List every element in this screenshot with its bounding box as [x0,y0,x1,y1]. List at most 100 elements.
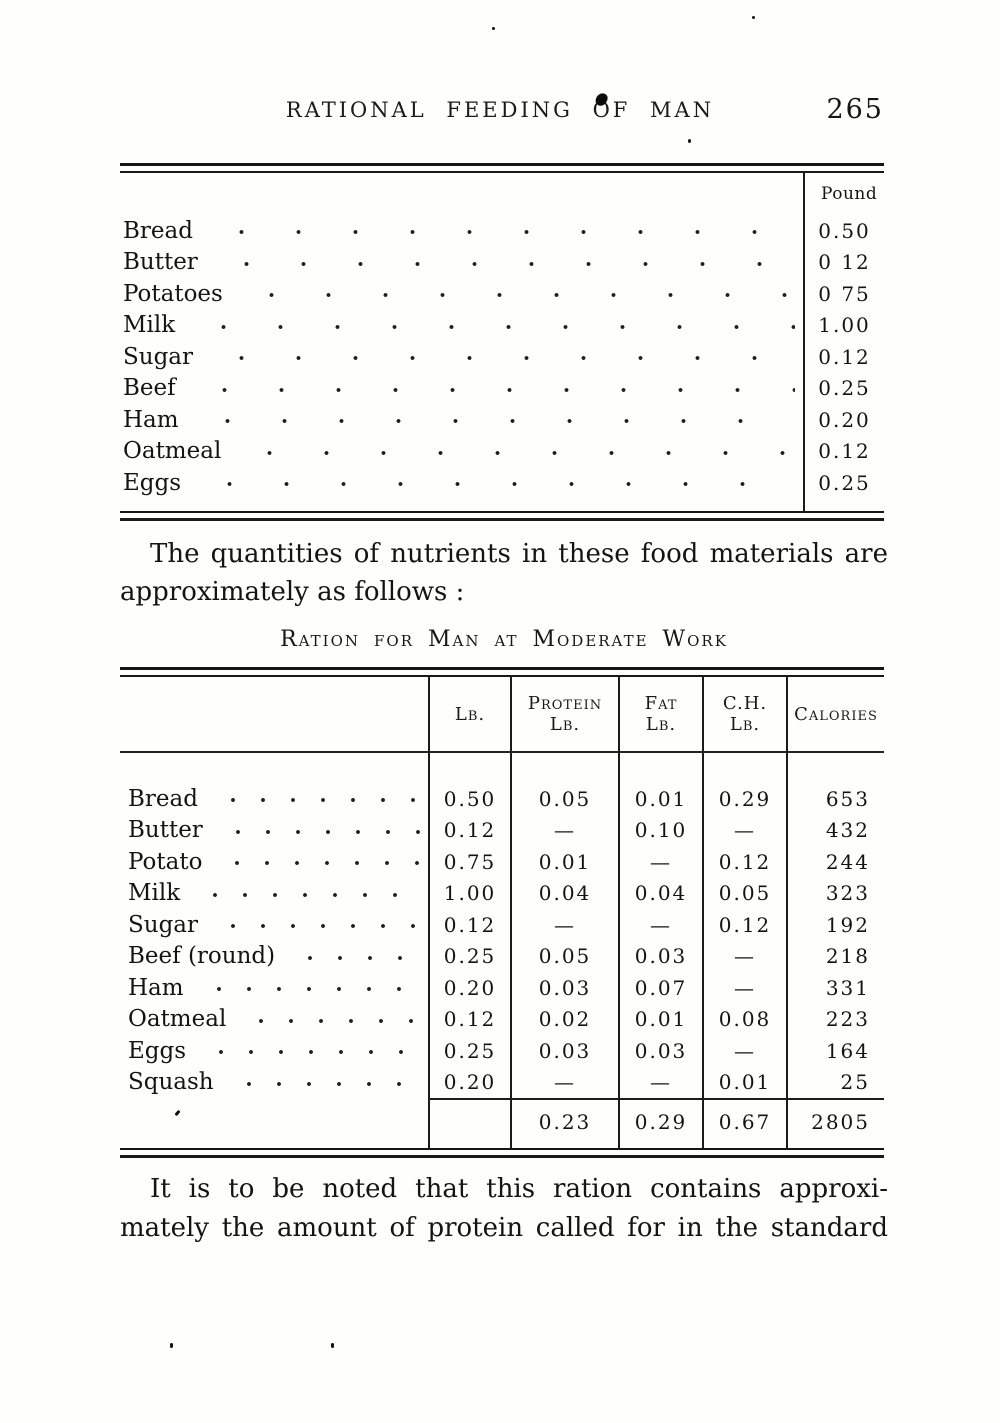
protein-value: 0.02 [510,1003,618,1035]
food-label-cell: Potatoes [120,278,805,310]
lb-value: 0.12 [428,1003,510,1035]
spacer-cell [428,753,510,783]
food-label: Sugar [123,343,193,370]
table-row: Beef (round) 0.25 0.05 0.03—218 [120,940,884,972]
food-label-cell: Squash [120,1066,428,1098]
food-label: Ham [123,406,179,433]
food-label-cell: Bread [120,783,428,815]
calories-value: 331 [786,972,884,1004]
food-label-cell: Milk [120,877,428,909]
protein-value: — [510,1066,618,1098]
spacer-cell [510,1144,618,1148]
pound-value: 0.12 [818,344,871,369]
food-label: Oatmeal [123,438,222,465]
table-row: Beef 0.25 [120,372,884,404]
column-header-line: Lb. [645,714,677,735]
ch-value: 0.12 [702,846,786,878]
pound-table-body: Bread 0.50 Butter 0 12 Potatoes 0 75 Milk 1.00 S… [120,215,884,499]
column-header: C.H. Lb. [702,677,786,753]
food-label: Butter [123,249,198,276]
table-top-rule [120,667,884,677]
ration-table: Lb. Protein Lb. Fat Lb. C.H. Lb. Calories Bread… [120,667,884,1158]
food-label: Oatmeal [128,1006,227,1033]
food-label: Beef [123,375,176,402]
ch-value: — [702,814,786,846]
food-label: Eggs [128,1037,187,1064]
table-row: Oatmeal 0.12 0.02 0.01 0.08 223 [120,1003,884,1035]
column-header-line: Lb. [549,714,581,735]
paragraph-line: The quantities of nutrients in these foo… [150,539,888,569]
column-header [120,677,428,753]
ch-value: 0.12 [702,909,786,941]
totals-fat: 0.29 [618,1098,702,1144]
dot-leader [200,1035,420,1067]
food-label-cell: Beef (round) [120,940,428,972]
totals-protein: 0.23 [510,1098,618,1144]
protein-value: — [510,909,618,941]
lb-value: 0.12 [428,814,510,846]
table-row: Potato 0.75 0.01—0.12 244 [120,846,884,878]
spacer-cell [120,753,428,783]
food-label-cell: Ham [120,972,428,1004]
pound-value: 0.50 [818,218,871,243]
lb-value: 0.25 [428,1035,510,1067]
spacer-cell [120,498,805,511]
spacer-row [120,753,884,783]
pound-table: Pound Bread 0.50 Butter 0 12 Potatoes 0 75 Mil… [120,163,884,521]
ch-value: — [702,972,786,1004]
table-row: Milk 1.00 [120,309,884,341]
totals-ch: 0.67 [702,1098,786,1144]
food-label-cell: Butter [120,814,428,846]
column-header: Calories [786,677,884,753]
calories-value: 244 [786,846,884,878]
dot-leader [189,309,795,341]
column-header: Fat Lb. [618,677,702,753]
food-label-cell: Potato [120,846,428,878]
calories-value: 218 [786,940,884,972]
food-label: Potato [128,848,203,875]
table-row: Ham 0.20 [120,404,884,436]
page-number: 265 [826,94,884,125]
column-header-line: Protein [527,693,603,714]
dot-leader [192,404,795,436]
totals-row: 0.23 0.29 0.67 2805 [120,1098,884,1144]
fat-value: — [618,846,702,878]
page-title: RATIONAL FEEDING OF MAN [285,98,715,122]
spacer-cell [618,1144,702,1148]
dot-leader [289,940,420,972]
closing-paragraph: It is to be noted that this ration conta… [120,1170,888,1248]
fat-value: 0.10 [618,814,702,846]
food-label-cell: Ham [120,404,805,436]
calories-value: 25 [786,1066,884,1098]
column-header-line: Lb. [729,714,761,735]
lb-value: 0.50 [428,783,510,815]
column-header: Protein Lb. [510,677,618,753]
ration-table-body: Bread 0.50 0.05 0.01 0.29 653 Butter 0.12—0.10—… [120,783,884,1098]
food-label-cell: Oatmeal [120,435,805,467]
spacer-cell [428,1144,510,1148]
table-row: Squash 0.20— —0.01 25 [120,1066,884,1098]
food-label: Beef (round) [128,943,276,970]
ch-value: — [702,1035,786,1067]
table-bottom-rule [120,1148,884,1158]
spacer-row [120,498,884,511]
lb-value: 0.75 [428,846,510,878]
ink-speck [752,16,755,19]
fat-value: 0.07 [618,972,702,1004]
table-row: Oatmeal 0.12 [120,435,884,467]
food-label-cell: Oatmeal [120,1003,428,1035]
protein-value: 0.05 [510,783,618,815]
column-header-line: Lb. [454,703,486,725]
dot-leader [212,909,420,941]
food-label: Milk [128,880,181,907]
calories-value: 192 [786,909,884,941]
dot-leader [216,814,420,846]
ink-speck [492,27,495,30]
fat-value: — [618,909,702,941]
totals-label-cell [120,1098,428,1144]
food-label-cell: Bread [120,215,805,247]
ch-value: 0.08 [702,1003,786,1035]
food-label: Eggs [123,469,182,496]
spacer-row [120,1144,884,1148]
calories-value: 432 [786,814,884,846]
